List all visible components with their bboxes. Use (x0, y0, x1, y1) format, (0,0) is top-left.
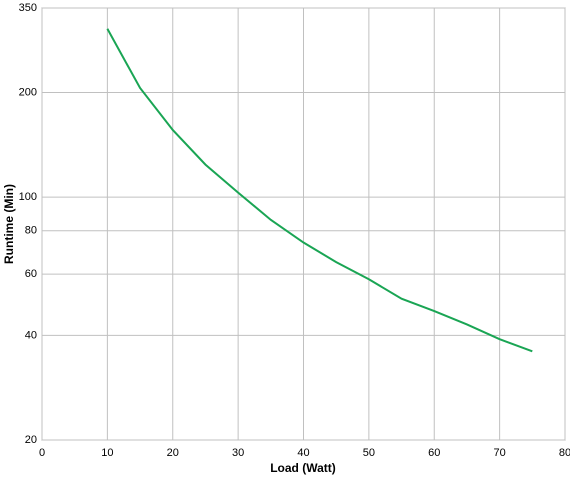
y-tick-label: 100 (19, 191, 37, 203)
y-tick-label: 350 (19, 2, 37, 14)
line-series (106, 28, 533, 353)
x-tick-label: 30 (232, 447, 244, 459)
x-tick-label: 0 (39, 447, 45, 459)
x-tick-label: 10 (101, 447, 113, 459)
x-tick-label: 50 (363, 447, 375, 459)
x-tick-label: 60 (428, 447, 440, 459)
y-axis-label: Runtime (Min) (2, 184, 16, 264)
x-tick-label: 20 (167, 447, 179, 459)
x-tick-label: 40 (297, 447, 309, 459)
x-tick-label: 80 (559, 447, 570, 459)
x-axis-label: Load (Watt) (270, 461, 336, 475)
y-tick-label: 20 (25, 434, 37, 446)
y-tick-label: 40 (25, 329, 37, 341)
y-tick-label: 80 (25, 225, 37, 237)
x-tick-label: 70 (494, 447, 506, 459)
y-tick-label: 200 (19, 86, 37, 98)
y-tick-label: 60 (25, 268, 37, 280)
